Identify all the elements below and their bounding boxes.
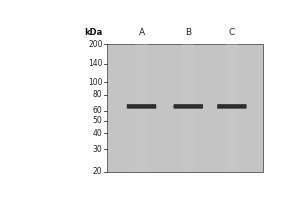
- FancyBboxPatch shape: [173, 104, 203, 109]
- FancyBboxPatch shape: [217, 104, 247, 109]
- Text: 20: 20: [93, 167, 103, 176]
- Text: 50: 50: [93, 116, 103, 125]
- Text: kDa: kDa: [84, 28, 103, 37]
- Text: A: A: [139, 28, 145, 37]
- Text: 100: 100: [88, 78, 103, 87]
- Bar: [107, 44, 263, 172]
- Text: 200: 200: [88, 40, 103, 49]
- Bar: [135, 44, 148, 172]
- FancyBboxPatch shape: [127, 104, 156, 109]
- Text: 80: 80: [93, 90, 103, 99]
- Text: 60: 60: [93, 106, 103, 115]
- Text: 30: 30: [93, 145, 103, 154]
- Bar: [182, 44, 194, 172]
- Bar: [226, 44, 238, 172]
- Text: C: C: [229, 28, 235, 37]
- Text: 40: 40: [93, 129, 103, 138]
- Text: B: B: [185, 28, 191, 37]
- Text: 140: 140: [88, 59, 103, 68]
